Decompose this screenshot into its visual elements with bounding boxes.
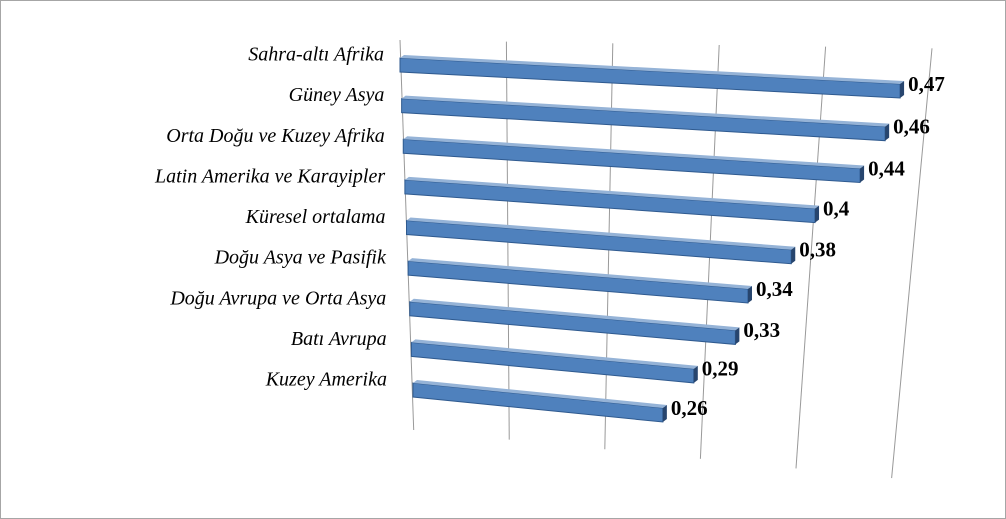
category-label: Latin Amerika ve Karayipler	[154, 165, 385, 187]
bar-end	[662, 404, 667, 422]
bar	[399, 55, 905, 99]
bar	[412, 380, 667, 423]
category-label: Orta Doğu ve Kuzey Afrika	[166, 125, 385, 147]
bar	[407, 258, 752, 304]
bar-end	[860, 165, 865, 183]
bar-top	[406, 217, 796, 250]
category-label: Sahra-altı Afrika	[248, 44, 384, 66]
bar	[406, 217, 796, 265]
bar-top	[403, 136, 865, 169]
value-label: 0,4	[823, 196, 850, 220]
bar-top	[404, 176, 820, 209]
bar-end	[693, 365, 698, 383]
category-label: Doğu Asya ve Pasifik	[214, 247, 387, 269]
category-label: Batı Avrupa	[291, 328, 387, 350]
bar-top	[413, 380, 667, 408]
category-label: Doğu Avrupa ve Orta Asya	[169, 287, 386, 309]
value-label: 0,26	[671, 396, 708, 420]
bar-top	[401, 95, 890, 127]
bar-top	[400, 55, 905, 85]
bar-top	[411, 339, 698, 369]
value-label: 0,34	[756, 277, 793, 301]
category-label: Güney Asya	[289, 84, 385, 106]
bar-top	[409, 298, 740, 331]
bar	[404, 176, 820, 224]
grid-line	[891, 48, 933, 479]
grid-line	[795, 46, 827, 469]
bar-top	[408, 258, 752, 289]
bar	[409, 298, 740, 345]
value-label: 0,29	[702, 357, 739, 381]
value-label: 0,46	[893, 114, 930, 138]
value-label: 0,47	[908, 72, 945, 96]
bar	[410, 339, 698, 384]
value-label: 0,38	[799, 238, 836, 262]
value-label: 0,44	[868, 156, 905, 180]
bar	[402, 136, 865, 184]
value-label: 0,33	[743, 318, 780, 342]
bar-end	[900, 81, 905, 99]
category-label: Kuzey Amerika	[265, 369, 387, 391]
bar-end	[735, 327, 740, 345]
category-label: Küresel ortalama	[245, 206, 386, 228]
bar-end	[791, 246, 796, 264]
bar-end	[747, 285, 752, 303]
bar	[401, 95, 890, 142]
bar-end	[885, 123, 890, 141]
bar-end	[815, 205, 820, 223]
